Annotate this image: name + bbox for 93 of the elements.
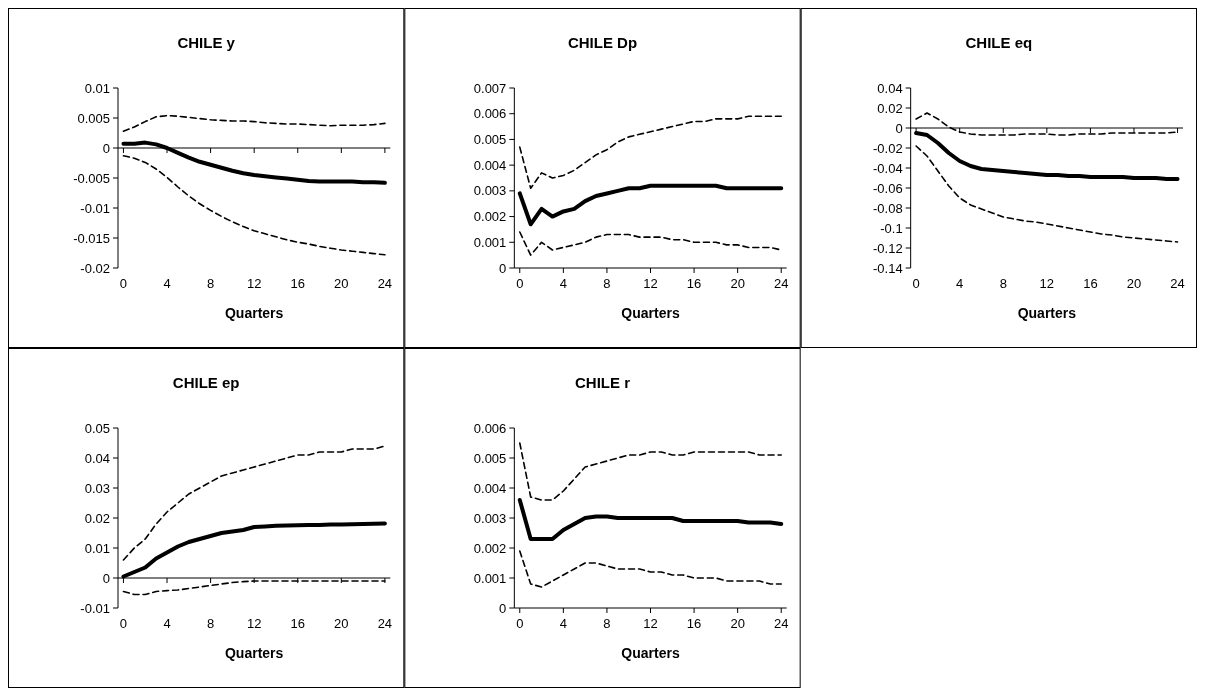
y-tick-label: 0.02 xyxy=(84,510,110,526)
x-tick-label: 0 xyxy=(516,276,524,291)
x-tick-label: 12 xyxy=(643,276,658,291)
y-tick-label: -0.02 xyxy=(873,140,903,156)
y-tick-label: 0.005 xyxy=(473,131,507,147)
x-axis-title: Quarters xyxy=(621,305,680,321)
y-tick-label: -0.01 xyxy=(80,600,110,616)
x-tick-label: 16 xyxy=(686,616,702,631)
line-series xyxy=(517,183,784,227)
x-tick-label: 24 xyxy=(773,276,789,291)
line-series xyxy=(915,145,1179,243)
x-tick-label: 4 xyxy=(163,616,171,631)
x-tick-label: 24 xyxy=(773,616,789,631)
x-tick-label: 0 xyxy=(119,276,128,291)
x-tick-label: 4 xyxy=(559,616,567,631)
y-tick-label: 0.001 xyxy=(473,570,507,586)
y-tick-label: -0.12 xyxy=(873,240,903,256)
y-tick-label: 0.005 xyxy=(77,110,110,126)
x-tick-label: 24 xyxy=(377,276,393,291)
x-tick-label: 16 xyxy=(686,276,702,291)
x-tick-label: 8 xyxy=(603,276,611,291)
x-tick-label: 12 xyxy=(246,276,262,291)
x-tick-label: 20 xyxy=(1126,276,1142,291)
x-tick-label: 0 xyxy=(912,276,920,291)
line-series xyxy=(518,550,783,588)
line-series xyxy=(121,140,387,185)
y-tick-label: 0.01 xyxy=(84,540,110,556)
x-tick-label: 24 xyxy=(377,616,393,631)
y-tick-label: 0 xyxy=(499,600,507,616)
x-tick-label: 16 xyxy=(1083,276,1098,291)
chart-title: CHILE r xyxy=(574,374,631,391)
x-tick-label: 0 xyxy=(516,616,524,631)
y-tick-label: 0.02 xyxy=(877,100,903,116)
y-tick-label: 0.006 xyxy=(473,106,507,122)
chart-title: CHILE ep xyxy=(172,374,240,391)
y-tick-label: 0 xyxy=(102,570,110,586)
y-tick-label: -0.04 xyxy=(873,160,903,176)
x-tick-label: 20 xyxy=(334,616,349,631)
y-tick-label: 0.003 xyxy=(473,510,507,526)
y-tick-label: 0.002 xyxy=(473,540,507,556)
y-tick-label: 0.004 xyxy=(473,480,507,496)
y-tick-label: -0.1 xyxy=(880,220,903,236)
line-series xyxy=(122,114,386,132)
chart-title: CHILE Dp xyxy=(567,34,638,51)
y-tick-label: 0.005 xyxy=(473,450,507,466)
x-axis-title: Quarters xyxy=(224,305,284,321)
x-tick-label: 12 xyxy=(643,616,658,631)
x-tick-label: 12 xyxy=(246,616,262,631)
y-tick-label: -0.08 xyxy=(873,200,903,216)
x-tick-label: 16 xyxy=(290,276,305,291)
y-tick-label: -0.01 xyxy=(80,200,110,216)
x-tick-label: 20 xyxy=(334,276,349,291)
y-tick-label: 0.04 xyxy=(84,450,110,466)
y-tick-label: 0.004 xyxy=(473,157,507,173)
x-tick-label: 16 xyxy=(290,616,305,631)
line-series xyxy=(518,442,783,501)
y-tick-label: -0.02 xyxy=(80,260,110,276)
y-tick-label: -0.015 xyxy=(73,230,110,246)
y-tick-label: 0 xyxy=(895,120,903,136)
y-tick-label: -0.14 xyxy=(873,260,903,276)
y-tick-label: 0.001 xyxy=(473,234,507,250)
x-tick-label: 4 xyxy=(956,276,964,291)
x-axis-title: Quarters xyxy=(224,645,284,661)
y-tick-label: 0.002 xyxy=(473,209,507,225)
y-tick-label: 0.006 xyxy=(473,420,507,436)
x-tick-label: 12 xyxy=(1039,276,1055,291)
y-tick-label: 0 xyxy=(499,260,507,276)
y-tick-label: 0.007 xyxy=(473,80,507,96)
y-tick-label: 0.01 xyxy=(84,80,110,96)
x-tick-label: 4 xyxy=(559,276,567,291)
y-tick-label: 0 xyxy=(102,140,110,156)
line-series xyxy=(122,445,386,561)
x-tick-label: 8 xyxy=(999,276,1007,291)
y-tick-label: 0.04 xyxy=(877,80,903,96)
x-axis-title: Quarters xyxy=(621,645,680,661)
line-series xyxy=(518,115,783,190)
chart-title: CHILE eq xyxy=(965,34,1033,51)
y-tick-label: 0.03 xyxy=(84,480,110,496)
y-tick-label: 0.003 xyxy=(473,183,507,199)
line-series xyxy=(517,498,784,541)
x-tick-label: 20 xyxy=(730,616,745,631)
y-tick-label: 0.05 xyxy=(84,420,110,436)
y-tick-label: -0.005 xyxy=(73,170,110,186)
x-tick-label: 8 xyxy=(206,616,215,631)
x-tick-label: 24 xyxy=(1170,276,1185,291)
x-tick-label: 20 xyxy=(730,276,745,291)
x-tick-label: 8 xyxy=(206,276,215,291)
chart-title: CHILE y xyxy=(177,34,236,51)
x-tick-label: 8 xyxy=(603,616,611,631)
x-tick-label: 0 xyxy=(119,616,128,631)
x-tick-label: 4 xyxy=(163,276,171,291)
y-tick-label: -0.06 xyxy=(873,180,903,196)
x-axis-title: Quarters xyxy=(1017,305,1077,321)
